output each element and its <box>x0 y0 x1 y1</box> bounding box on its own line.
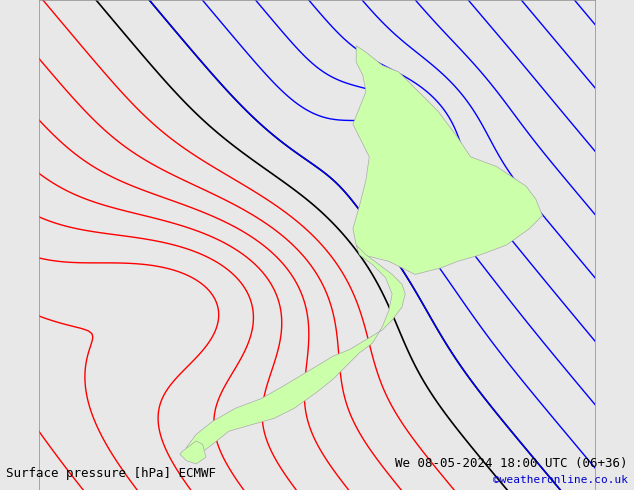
Text: We 08-05-2024 18:00 UTC (06+36): We 08-05-2024 18:00 UTC (06+36) <box>395 457 628 470</box>
Polygon shape <box>186 245 405 454</box>
Polygon shape <box>180 441 206 464</box>
Text: Surface pressure [hPa] ECMWF: Surface pressure [hPa] ECMWF <box>6 467 216 480</box>
Text: ©weatheronline.co.uk: ©weatheronline.co.uk <box>493 475 628 485</box>
Polygon shape <box>353 46 543 274</box>
